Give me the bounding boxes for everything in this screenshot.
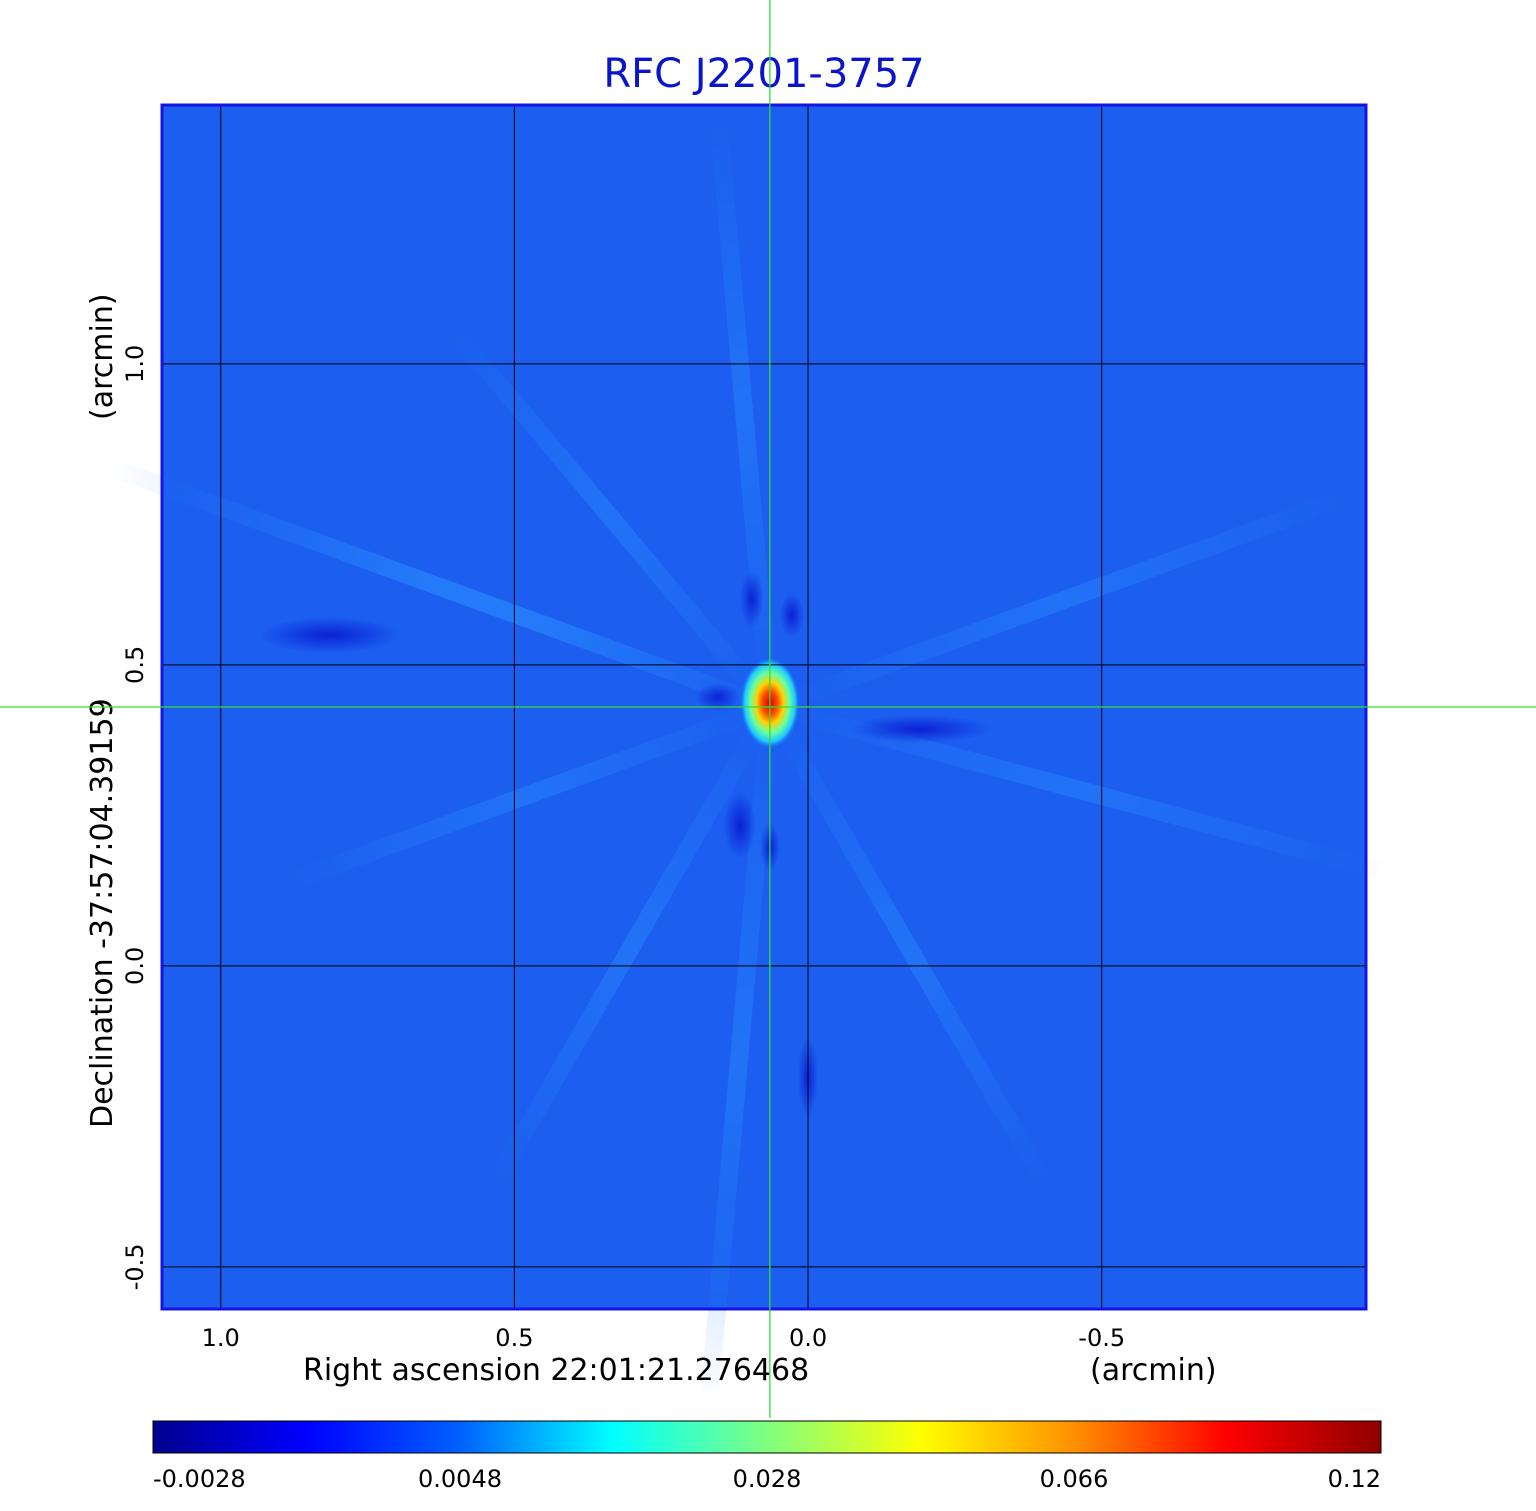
- negative-sidelobe: [779, 593, 804, 637]
- sidelobe-ray: [708, 108, 779, 708]
- colorbar: [152, 1420, 1382, 1454]
- sidelobe-pattern: [109, 108, 1391, 1406]
- y-tick-label: 1.0: [121, 345, 149, 383]
- colorbar-tick-label: 0.066: [1040, 1465, 1109, 1493]
- sidelobe-ray: [766, 486, 1356, 716]
- sidelobe-ray: [109, 459, 773, 716]
- x-tick-label: -0.5: [1078, 1324, 1125, 1352]
- sidelobe-ray: [441, 318, 777, 713]
- colorbar-tick-label: 0.0048: [418, 1465, 502, 1493]
- y-tick-label: 0.5: [121, 646, 149, 684]
- y-tick-labels: 1.0 0.5 0.0 -0.5: [121, 345, 149, 1291]
- sidelobe-ray: [699, 706, 779, 1406]
- colorbar-tick-labels: -0.0028 0.0048 0.028 0.066 0.12: [153, 1465, 1381, 1493]
- y-axis-label: Declination -37:57:04.39159: [85, 698, 120, 1128]
- x-axis-label: Right ascension 22:01:21.276468: [303, 1353, 809, 1388]
- colorbar-tick-label: 0.12: [1328, 1465, 1381, 1493]
- x-tick-label: 1.0: [202, 1324, 240, 1352]
- y-tick-label: -0.5: [121, 1243, 149, 1290]
- colorbar-tick-label: -0.0028: [153, 1465, 246, 1493]
- chart-title: RFC J2201-3757: [603, 51, 924, 97]
- negative-sidelobe: [739, 571, 764, 627]
- negative-sidelobe: [849, 715, 990, 743]
- negative-sidelobe: [723, 791, 756, 859]
- x-tick-label: 0.5: [495, 1324, 533, 1352]
- y-tick-label: 0.0: [121, 947, 149, 985]
- x-tick-label: 0.0: [789, 1324, 827, 1352]
- negative-sidelobe: [259, 617, 400, 653]
- y-axis-unit: (arcmin): [85, 293, 120, 420]
- colorbar-tick-label: 0.028: [733, 1465, 802, 1493]
- sidelobe-ray: [762, 702, 1058, 1197]
- sidelobe-ray: [278, 698, 773, 894]
- negative-sidelobe: [695, 683, 740, 711]
- x-axis-unit: (arcmin): [1090, 1353, 1217, 1388]
- x-tick-labels: 1.0 0.5 0.0 -0.5: [202, 1324, 1125, 1352]
- sidelobe-ray: [767, 698, 1391, 882]
- sidelobe-ray: [482, 702, 778, 1197]
